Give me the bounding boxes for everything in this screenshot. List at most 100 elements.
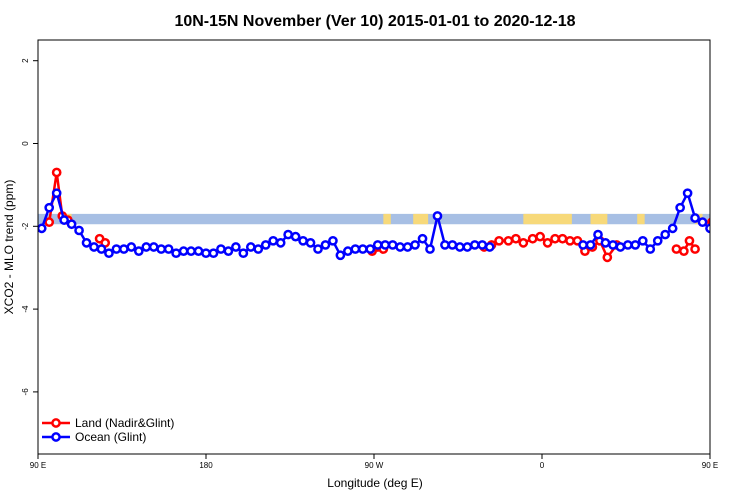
- data-point: [395, 242, 405, 252]
- data-point: [372, 240, 383, 250]
- data-point: [335, 250, 346, 261]
- data-point: [357, 244, 368, 254]
- ocean-band: [38, 213, 710, 225]
- legend-marker: [51, 418, 61, 428]
- data-point: [602, 252, 613, 263]
- data-point: [410, 240, 420, 250]
- data-point: [201, 248, 211, 259]
- plot-frame: [37, 39, 711, 455]
- data-point: [740, 237, 747, 244]
- land-patch: [413, 213, 429, 225]
- data-point: [245, 242, 256, 252]
- land-patch: [590, 213, 608, 225]
- data-point: [550, 233, 560, 244]
- data-point: [608, 240, 618, 250]
- data-point: [66, 219, 77, 230]
- data-point: [141, 242, 152, 252]
- y-tick-label: -2: [21, 222, 30, 230]
- data-point: [744, 245, 750, 252]
- data-point: [542, 238, 553, 248]
- background-band: [38, 213, 710, 225]
- data-point: [746, 239, 750, 246]
- data-point: [320, 240, 331, 250]
- data-point: [89, 242, 99, 252]
- data-point: [343, 246, 353, 256]
- data-point: [223, 246, 234, 256]
- data-point: [119, 244, 129, 254]
- data-point: [275, 238, 286, 248]
- legend-label: Land (Nadir&Glint): [75, 416, 174, 430]
- data-point: [455, 242, 465, 252]
- data-point: [216, 244, 226, 254]
- data-point: [484, 242, 495, 252]
- data-point: [171, 248, 181, 259]
- data-point: [671, 244, 682, 254]
- data-point: [59, 215, 69, 225]
- data-point: [690, 244, 700, 254]
- land-patch: [383, 213, 391, 225]
- data-point: [667, 223, 678, 234]
- x-tick-label: 0: [540, 461, 545, 470]
- data-point: [260, 240, 271, 250]
- data-point: [268, 235, 279, 246]
- data-point: [462, 242, 473, 252]
- data-point: [535, 231, 545, 242]
- data-point: [193, 246, 204, 256]
- data-point: [51, 167, 62, 178]
- legend: Land (Nadir&Glint)Ocean (Glint): [42, 416, 174, 444]
- data-point: [623, 240, 633, 250]
- data-point: [38, 223, 47, 234]
- data-point: [380, 240, 391, 250]
- data-point: [637, 235, 648, 246]
- x-tick-label: 90 W: [365, 461, 384, 470]
- data-point: [697, 217, 708, 228]
- data-point: [503, 235, 514, 246]
- data-point: [721, 241, 728, 248]
- data-point: [593, 229, 603, 240]
- data-point: [721, 212, 728, 219]
- data-point: [494, 235, 504, 246]
- data-point: [565, 235, 575, 246]
- data-point: [290, 231, 301, 242]
- data-point: [74, 225, 84, 236]
- data-point: [425, 244, 435, 254]
- data-point: [630, 240, 641, 250]
- data-point: [736, 248, 743, 255]
- y-tick-label: 2: [21, 58, 30, 63]
- data-point: [684, 235, 695, 246]
- y-axis-label: XCO2 - MLO trend (ppm): [2, 180, 16, 315]
- data-point: [645, 244, 656, 254]
- data-point: [96, 244, 107, 254]
- data-point: [682, 188, 693, 199]
- data-point: [231, 242, 241, 252]
- data-point: [660, 229, 671, 240]
- data-point: [557, 233, 568, 244]
- x-tick-label: 180: [199, 461, 213, 470]
- data-point: [432, 211, 443, 221]
- data-point: [148, 242, 159, 252]
- data-point: [81, 238, 92, 248]
- data-point: [477, 240, 488, 250]
- data-point: [469, 240, 480, 250]
- x-tick-label: 90 E: [702, 461, 718, 470]
- x-axis: 90 E 180 90 W 0 90 E: [30, 454, 718, 470]
- y-tick-label: -4: [21, 305, 30, 313]
- legend-marker: [51, 432, 61, 442]
- data-point: [365, 244, 376, 254]
- data-point: [44, 217, 55, 228]
- data-point: [126, 242, 137, 252]
- data-point: [527, 233, 538, 244]
- data-point: [208, 248, 219, 259]
- data-point: [163, 244, 174, 254]
- data-point: [283, 229, 293, 240]
- data-point: [652, 235, 663, 246]
- data-point: [417, 233, 428, 244]
- data-point: [690, 213, 700, 223]
- data-point: [156, 244, 167, 254]
- data-point: [387, 240, 398, 250]
- data-point: [238, 248, 249, 259]
- y-tick-label: 0: [21, 141, 30, 146]
- data-point: [350, 244, 361, 254]
- data-point: [186, 246, 196, 256]
